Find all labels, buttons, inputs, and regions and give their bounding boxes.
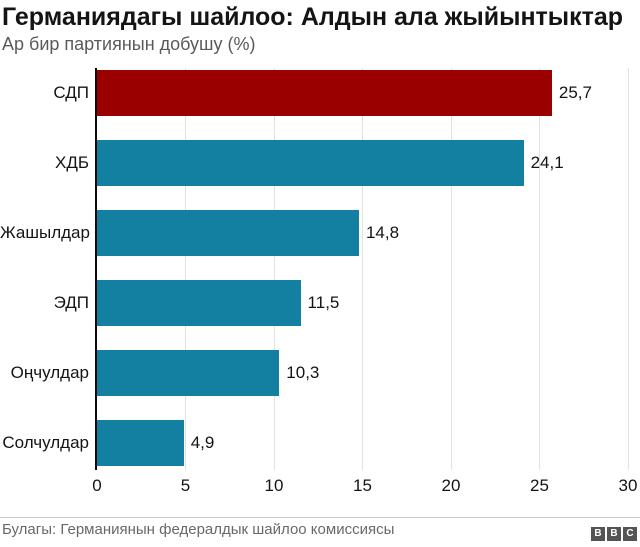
- page-title: Германиядагы шайлоо: Алдын ала жыйынтыкт…: [2, 3, 624, 31]
- x-tick-label: 0: [92, 476, 102, 495]
- bbc-logo-block: C: [623, 527, 637, 541]
- gridline: [185, 68, 186, 470]
- category-label: Оңчулдар: [10, 363, 89, 382]
- footer-divider: [0, 517, 640, 518]
- x-tick-label: 30: [618, 476, 638, 495]
- category-label: СДП: [53, 83, 89, 102]
- gridline: [450, 68, 452, 470]
- x-tick-label: 25: [530, 476, 549, 495]
- category-label: ХДБ: [54, 153, 89, 172]
- bar-2: [97, 140, 524, 186]
- bar-4: [97, 280, 301, 326]
- gridline: [273, 68, 275, 470]
- value-label: 25,7: [558, 83, 592, 102]
- x-tick-label: 20: [441, 476, 461, 495]
- y-axis-line: [95, 68, 97, 470]
- bbc-logo-block: B: [591, 527, 605, 541]
- category-label: Солчулдар: [2, 433, 89, 452]
- bar-3: [97, 210, 359, 256]
- gridline: [539, 68, 540, 470]
- source-note: Булагы: Германиянын федералдык шайлоо ко…: [2, 521, 395, 538]
- bar-6: [97, 420, 184, 466]
- value-label: 10,3: [286, 363, 320, 382]
- value-label: 4,9: [190, 433, 215, 452]
- value-label: 14,8: [365, 223, 400, 242]
- gridline: [627, 68, 629, 470]
- chart-subtitle: Ар бир партиянын добушу (%): [2, 34, 256, 54]
- x-tick-label: 10: [264, 476, 284, 495]
- x-tick-label: 5: [180, 476, 191, 495]
- value-label: 24,1: [530, 153, 564, 172]
- value-label: 11,5: [307, 293, 340, 312]
- bar-1: [97, 70, 552, 116]
- x-tick-label: 15: [353, 476, 372, 495]
- category-label: ЭДП: [53, 293, 89, 312]
- bbc-logo-block: B: [607, 527, 621, 541]
- bar-5: [97, 350, 280, 396]
- gridline: [362, 68, 363, 470]
- category-label: Жашылдар: [0, 223, 90, 242]
